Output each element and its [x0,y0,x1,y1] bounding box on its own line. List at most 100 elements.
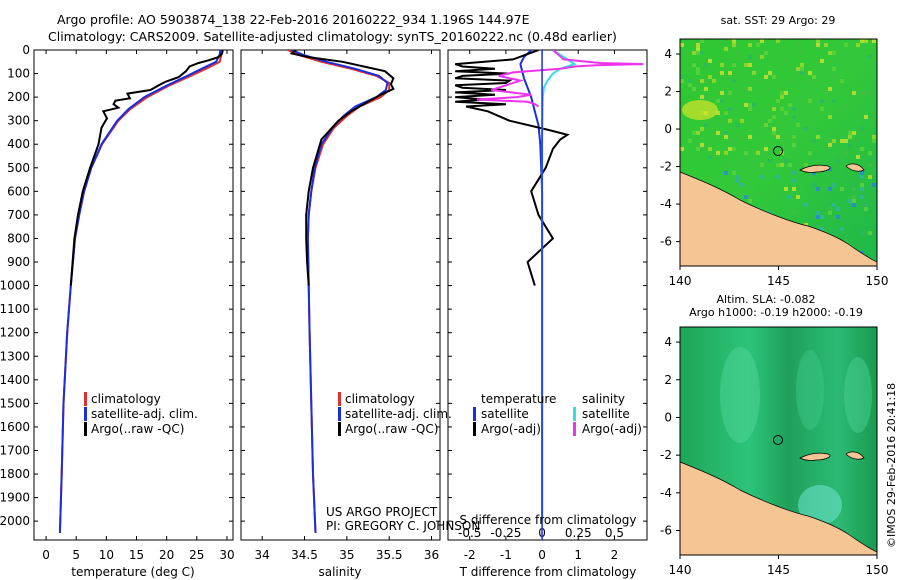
sst-pixel [700,39,704,43]
sst-pixel [796,71,800,75]
series-line-argo-raw-qc- [69,50,224,286]
sst-pixel [704,95,708,99]
map-y-tick-label: -6 [660,524,672,538]
sst-pixel [792,67,796,71]
sst-pixel [692,131,696,135]
sst-map [679,38,878,267]
sst-pixel [836,207,840,211]
sst-pixel [764,51,768,55]
sst-pixel [844,103,848,107]
sst-pixel [804,223,808,227]
sst-pixel [780,95,784,99]
sst-pixel [872,39,876,43]
sst-pixel [792,187,796,191]
sst-pixel [732,39,736,43]
sst-pixel [776,163,780,167]
map-x-tick-label: 140 [669,563,692,577]
sst-pixel [740,183,744,187]
sst-pixel [808,71,812,75]
sst-pixel [856,155,860,159]
series-line-argo-raw-qc- [289,50,395,286]
sst-pixel [704,63,708,67]
series-line-temperature-argo-adj- [454,50,570,286]
y-tick-label: 1500 [0,396,30,410]
sst-pixel [840,187,844,191]
sst-pixel [772,127,776,131]
sst-pixel [736,123,740,127]
sst-pixel [872,183,876,187]
sst-pixel [868,175,872,179]
sst-pixel [812,75,816,79]
sst-pixel [680,79,684,83]
sst-pixel [732,43,736,47]
sst-pixel [692,51,696,55]
y-tick-label: 1600 [0,420,30,434]
sst-pixel [816,211,820,215]
sst-pixel [784,91,788,95]
sst-pixel [840,227,844,231]
sst-pixel [696,147,700,151]
sst-pixel [728,119,732,123]
sst-pixel [680,75,684,79]
sst-pixel [852,187,856,191]
y-tick-label: 0 [22,43,30,57]
sst-pixel [864,203,868,207]
legend-s-satellite-swatch [573,407,576,421]
sst-pixel [716,151,720,155]
sst-pixel [732,79,736,83]
sst-pixel [816,135,820,139]
sst-pixel [700,143,704,147]
sst-pixel [848,135,852,139]
sst-map-island [845,163,865,172]
sst-pixel [780,163,784,167]
sst-pixel [688,83,692,87]
sst-pixel [756,43,760,47]
sst-pixel [800,67,804,71]
map-x-tick-label: 150 [866,563,889,577]
y-tick-label: 1200 [0,326,30,340]
map-y-tick-label: 4 [664,47,672,61]
sst-pixel [832,67,836,71]
sst-pixel [772,107,776,111]
sst-pixel [828,51,832,55]
sst-pixel [724,171,728,175]
sst-pixel [724,111,728,115]
legend-satellite-swatch [84,407,87,421]
sst-pixel [776,99,780,103]
legend-satellite-label: satellite-adj. clim. [91,407,198,421]
sst-pixel [736,135,740,139]
sst-pixel [792,115,796,119]
y-tick-label: 200 [7,90,30,104]
x-tick-label: 10 [99,548,114,562]
sst-pixel [860,231,864,235]
x-tick-label: 1 [574,548,582,562]
legend-argo-swatch [338,422,341,436]
sst-pixel [704,123,708,127]
sst-pixel [764,75,768,79]
sst-pixel [732,147,736,151]
sst-pixel [820,227,824,231]
sst-pixel [792,143,796,147]
sst-pixel [860,175,864,179]
temperature-legend: climatology satellite-adj. clim. Argo(..… [84,392,198,436]
x-tick-label: 15 [129,548,144,562]
sla-map-title-line-1: Altim. SLA: -0.082 [716,293,815,306]
sst-pixel [780,91,784,95]
sst-pixel [844,43,848,47]
sst-pixel [728,91,732,95]
sst-pixel [828,143,832,147]
sst-pixel [828,207,832,211]
t-difference-xlabel: T difference from climatology [459,565,637,579]
sst-pixel [716,99,720,103]
sst-pixel [828,211,832,215]
map-x-tick-label: 140 [669,274,692,288]
sla-map-anomaly [720,347,760,443]
sst-pixel [692,87,696,91]
sst-pixel [840,139,844,143]
sst-pixel [844,151,848,155]
y-tick-label: 100 [7,67,30,81]
sst-pixel [864,115,868,119]
y-tick-label: 1800 [0,467,30,481]
legend-s-satellite-label: satellite [582,407,630,421]
y-tick-label: 1900 [0,491,30,505]
